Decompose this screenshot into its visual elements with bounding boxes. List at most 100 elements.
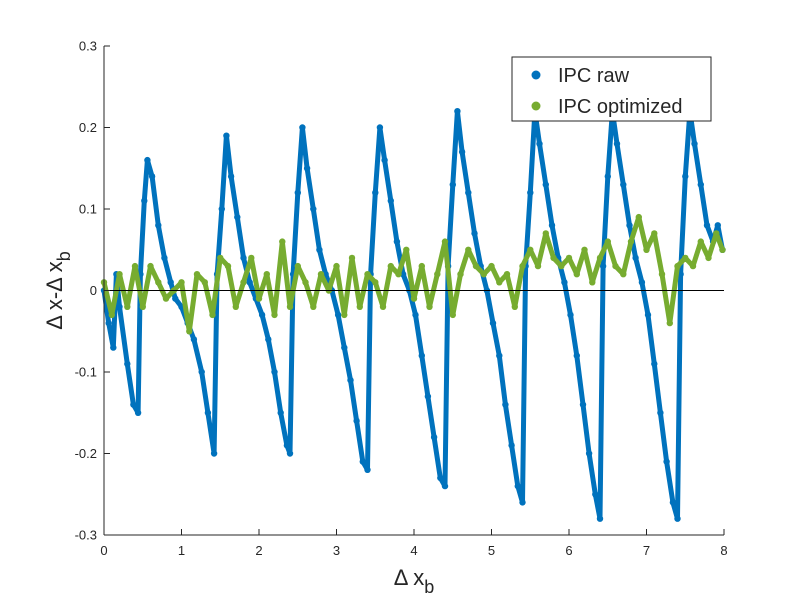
data-point [217, 254, 224, 262]
data-point [116, 271, 123, 278]
data-point [286, 450, 294, 457]
data-point [457, 271, 464, 278]
data-point [379, 303, 387, 310]
data-point [612, 262, 619, 270]
data-point [240, 254, 247, 262]
data-point [255, 295, 263, 302]
data-point [161, 254, 168, 262]
x-axis-label-sub: b [424, 577, 434, 597]
data-point [418, 262, 425, 270]
data-point [302, 279, 309, 286]
data-point [542, 181, 549, 188]
data-point [348, 254, 356, 262]
data-point [527, 246, 534, 253]
data-point [387, 197, 394, 204]
data-point [558, 262, 565, 270]
legend: IPC raw IPC optimized [511, 56, 712, 122]
data-point [310, 303, 317, 310]
data-point [496, 352, 503, 359]
data-point [395, 271, 402, 278]
data-point [565, 254, 573, 262]
data-point [130, 401, 137, 408]
data-point [271, 311, 278, 319]
data-point [265, 336, 272, 343]
data-point [232, 303, 239, 310]
data-point [536, 140, 543, 147]
series-1 [100, 213, 726, 335]
data-point [604, 238, 611, 245]
data-point [364, 271, 371, 278]
data-point [573, 271, 580, 278]
data-point [714, 222, 721, 229]
data-point [283, 442, 291, 449]
data-point [674, 262, 681, 270]
data-point [316, 246, 323, 253]
data-point [223, 132, 230, 139]
data-point [418, 352, 425, 359]
x-tick-label: 5 [488, 543, 495, 558]
data-point [503, 271, 511, 278]
legend-marker [531, 70, 541, 80]
data-point [359, 458, 366, 465]
data-point [167, 279, 174, 286]
data-point [663, 458, 670, 465]
data-point [697, 181, 704, 188]
data-point [286, 303, 294, 310]
y-tick-label: -0.1 [75, 365, 97, 380]
data-point [209, 311, 216, 319]
data-point [703, 222, 711, 229]
y-tick-label: 0.1 [79, 202, 97, 217]
data-point [527, 189, 534, 196]
data-point [334, 311, 342, 319]
data-point [141, 197, 148, 204]
data-point [627, 238, 635, 245]
data-point [364, 466, 371, 473]
data-point [449, 311, 456, 319]
y-axis-label: Δ x-Δ xb [42, 251, 74, 330]
data-point [682, 254, 689, 262]
data-point [277, 409, 284, 416]
data-point [198, 368, 205, 376]
legend-box [511, 56, 712, 122]
x-axis-label: Δ xb [394, 565, 435, 597]
data-point [434, 271, 441, 278]
data-point [381, 156, 388, 164]
data-point [412, 311, 419, 319]
data-point [682, 173, 689, 180]
data-point [573, 352, 580, 359]
data-point [279, 238, 286, 245]
data-point [124, 360, 131, 368]
y-axis-label-sub: b [54, 251, 74, 261]
data-point [186, 328, 193, 335]
data-point [534, 262, 542, 270]
x-tick-label: 6 [565, 543, 572, 558]
data-point [299, 124, 306, 131]
legend-label: IPC raw [558, 65, 630, 87]
data-point [410, 295, 418, 302]
x-tick-label: 4 [410, 543, 417, 558]
data-point [271, 368, 278, 376]
data-point [613, 140, 621, 147]
data-point [697, 238, 704, 245]
data-point [155, 222, 162, 229]
data-point [108, 311, 116, 319]
data-point [658, 271, 666, 278]
data-point [449, 181, 456, 188]
legend-label: IPC optimized [558, 96, 683, 118]
data-point [178, 279, 185, 286]
data-point [124, 303, 131, 310]
data-point [162, 295, 170, 302]
data-point [489, 319, 497, 327]
data-point [638, 279, 646, 286]
data-point [403, 246, 410, 253]
data-point [480, 271, 487, 278]
data-point [502, 401, 509, 408]
data-point [644, 311, 652, 319]
data-point [669, 499, 677, 506]
data-point [626, 222, 633, 229]
data-point [155, 279, 162, 286]
data-point [511, 303, 518, 310]
data-point [190, 336, 198, 343]
data-point [567, 311, 574, 319]
